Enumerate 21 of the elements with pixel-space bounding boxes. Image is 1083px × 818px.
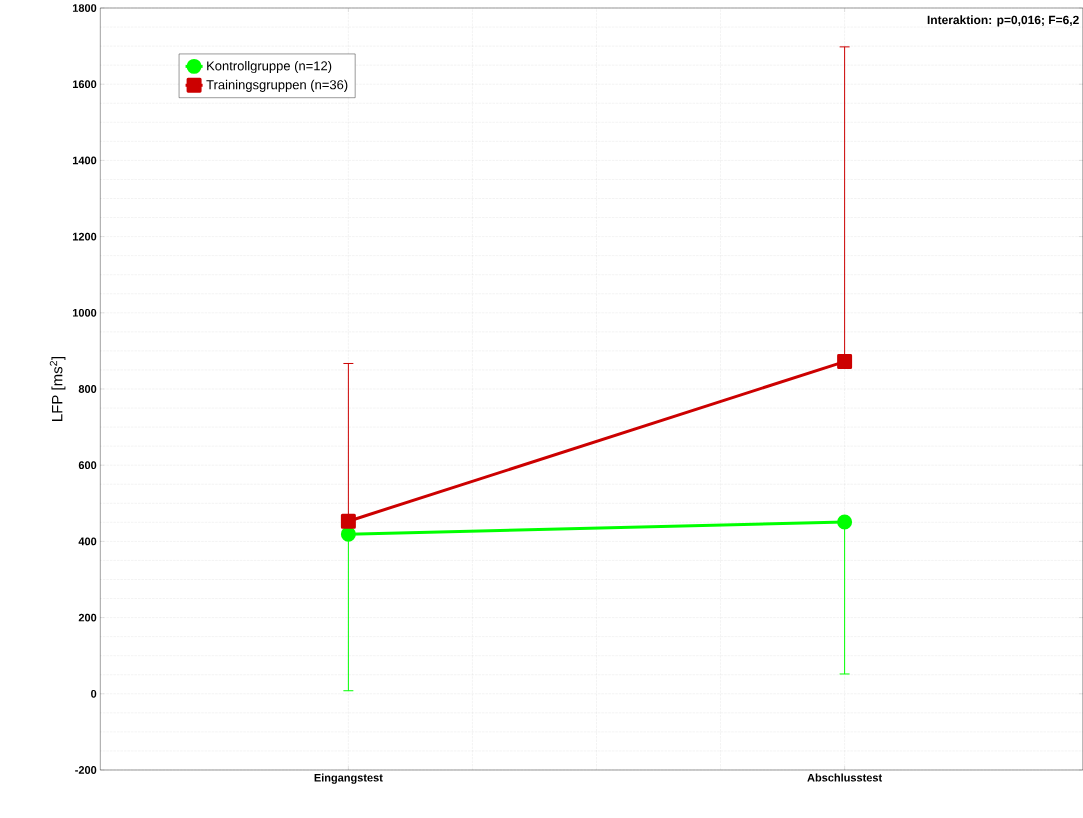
legend-label: Trainingsgruppen (n=36): [206, 79, 348, 92]
y-tick-label: -200: [75, 766, 97, 774]
point: [340, 513, 356, 529]
y-tick-label: 1400: [72, 156, 97, 165]
x-tick-label: Abschlusstest: [807, 773, 883, 782]
y-axis-title: LFP [ms$^{2}$]: [49, 356, 66, 421]
y-tick-label: 1200: [72, 232, 97, 241]
y-tick-label: 600: [78, 461, 97, 470]
point: [837, 514, 853, 530]
y-tick-label: 200: [78, 613, 97, 622]
legend-label: Kontrollgruppe (n=12): [207, 60, 332, 73]
y-tick-label: 0: [91, 689, 97, 698]
y-tick-label: 1800: [72, 4, 97, 12]
annotation: Interaktion: p=0,016; F=6,2: [927, 15, 1079, 27]
point: [340, 526, 356, 542]
x-tick-label: Eingangstest: [314, 773, 383, 784]
y-tick-label: 1000: [72, 308, 97, 317]
y-tick-label: 1600: [72, 80, 97, 89]
y-tick-label: 400: [78, 537, 97, 546]
point: [837, 354, 853, 370]
y-tick-label: 800: [78, 385, 97, 393]
